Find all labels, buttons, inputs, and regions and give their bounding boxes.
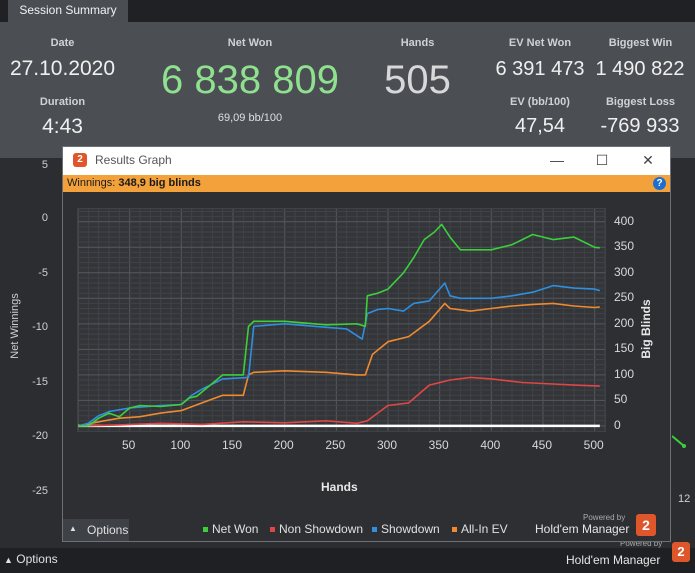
back-y-tick: -25: [32, 485, 48, 497]
hm2-logo-icon: 2: [672, 542, 690, 562]
biggest-loss-value: -769 933: [600, 115, 680, 137]
legend-label: All-In EV: [461, 522, 508, 536]
ev-net-won-label: EV Net Won: [508, 37, 572, 49]
y-tick-label: 300: [614, 264, 635, 279]
back-y-tick: -10: [32, 321, 48, 333]
ev-bb100-value: 47,54: [514, 115, 566, 137]
series-line-non-showdown: [77, 376, 600, 427]
options-label: Options: [87, 523, 129, 537]
hm2-logo-icon: 2: [73, 153, 87, 167]
date-value: 27.10.2020: [9, 57, 116, 80]
chevron-up-icon: ▲: [4, 555, 13, 565]
hm2-logo-icon: 2: [636, 514, 656, 536]
x-tick-label: 350: [428, 438, 449, 452]
minimize-button[interactable]: —: [550, 152, 564, 168]
winnings-label: Winnings:: [67, 177, 116, 189]
window-title: Results Graph: [95, 153, 172, 167]
y-tick-label: 200: [614, 315, 635, 330]
x-axis-title: Hands: [321, 480, 358, 494]
chevron-up-icon: ▲: [69, 524, 77, 533]
biggest-loss-label: Biggest Loss: [605, 96, 676, 108]
x-tick-label: 400: [480, 438, 501, 452]
x-tick-label: 450: [531, 438, 553, 452]
x-tick-label: 150: [221, 438, 243, 452]
plot-area: [77, 208, 606, 432]
net-won-value: 6 838 809: [161, 58, 339, 102]
bottom-bar: ▲ Options Powered by Hold'em Manager 2: [0, 539, 695, 573]
hands-label: Hands: [400, 37, 435, 49]
back-y-tick: 5: [41, 159, 48, 171]
hands-value: 505: [384, 58, 451, 102]
date-label: Date: [50, 37, 75, 49]
ev-net-won-value: 6 391 473: [495, 58, 585, 80]
legend-label: Showdown: [381, 522, 440, 536]
session-summary-panel: Date 27.10.2020 Duration 4:43 Net Won 6 …: [0, 22, 695, 158]
powered-by-text: Powered by: [620, 539, 663, 548]
series-line-all-in-ev: [77, 302, 600, 427]
net-winnings-axis-title: Net Winnings: [9, 293, 21, 359]
net-won-label: Net Won: [227, 37, 273, 49]
x-tick-label: 200: [273, 438, 294, 452]
tab-bar: Session Summary: [0, 0, 695, 22]
legend-swatch: [452, 527, 457, 533]
biggest-win-value: 1 490 822: [595, 58, 685, 80]
net-won-bb100: 69,09 bb/100: [217, 112, 283, 124]
y-axis-title: Big Blinds: [639, 299, 653, 359]
options-button[interactable]: ▲ Options: [4, 552, 58, 566]
legend-label: Net Won: [212, 522, 259, 536]
legend-item[interactable]: All-In EV: [452, 522, 508, 536]
winnings-bar: Winnings: 348,9 big blinds ?: [63, 175, 670, 192]
ev-bb100-label: EV (bb/100): [510, 96, 570, 108]
legend-item[interactable]: Showdown: [372, 522, 440, 536]
legend-item[interactable]: Non Showdown: [270, 522, 363, 536]
y-tick-label: 400: [614, 213, 635, 228]
y-tick-label: 150: [614, 341, 635, 356]
back-x-tick: 12: [678, 493, 691, 505]
x-tick-label: 300: [376, 438, 398, 452]
y-tick-label: 100: [614, 366, 635, 381]
results-chart-svg: [77, 209, 606, 431]
x-tick-label: 100: [170, 438, 191, 452]
x-tick-label: 500: [583, 438, 604, 452]
winnings-value: 348,9 big blinds: [118, 177, 201, 189]
duration-label: Duration: [39, 96, 86, 108]
series-line-net-won: [78, 223, 600, 427]
x-tick-label: 50: [121, 438, 136, 452]
options-label: Options: [16, 552, 58, 566]
legend-swatch: [372, 527, 377, 533]
x-tick-label: 250: [325, 438, 346, 452]
winnings-text: Winnings: 348,9 big blinds: [67, 177, 201, 189]
y-tick-label: 350: [614, 239, 635, 254]
duration-value: 4:43: [42, 115, 83, 138]
legend-label: Non Showdown: [279, 522, 364, 536]
brand-name: Hold'em Manager: [535, 522, 630, 536]
window-titlebar[interactable]: 2 Results Graph — ☐ ✕: [63, 147, 670, 175]
y-tick-label: 250: [614, 290, 635, 305]
biggest-win-label: Biggest Win: [608, 37, 673, 49]
legend-swatch: [203, 527, 208, 533]
powered-by-text: Powered by: [583, 513, 626, 522]
back-y-tick: -20: [32, 430, 48, 442]
brand-name: Hold'em Manager: [566, 553, 661, 567]
back-y-tick: -5: [38, 267, 48, 279]
help-icon[interactable]: ?: [653, 177, 666, 190]
y-tick-label: 0: [614, 417, 621, 432]
tab-session-summary[interactable]: Session Summary: [8, 0, 128, 22]
chart-options-button[interactable]: ▲ Options: [63, 519, 129, 541]
back-y-tick: 0: [41, 212, 48, 224]
back-y-tick: -15: [32, 376, 48, 388]
legend-swatch: [270, 527, 275, 533]
results-graph-window: 2 Results Graph — ☐ ✕ Winnings: 348,9 bi…: [62, 146, 671, 542]
back-chart-line: [672, 435, 686, 448]
y-tick-label: 50: [614, 392, 628, 407]
legend-item[interactable]: Net Won: [203, 522, 258, 536]
maximize-button[interactable]: ☐: [595, 152, 609, 168]
close-button[interactable]: ✕: [642, 152, 654, 168]
